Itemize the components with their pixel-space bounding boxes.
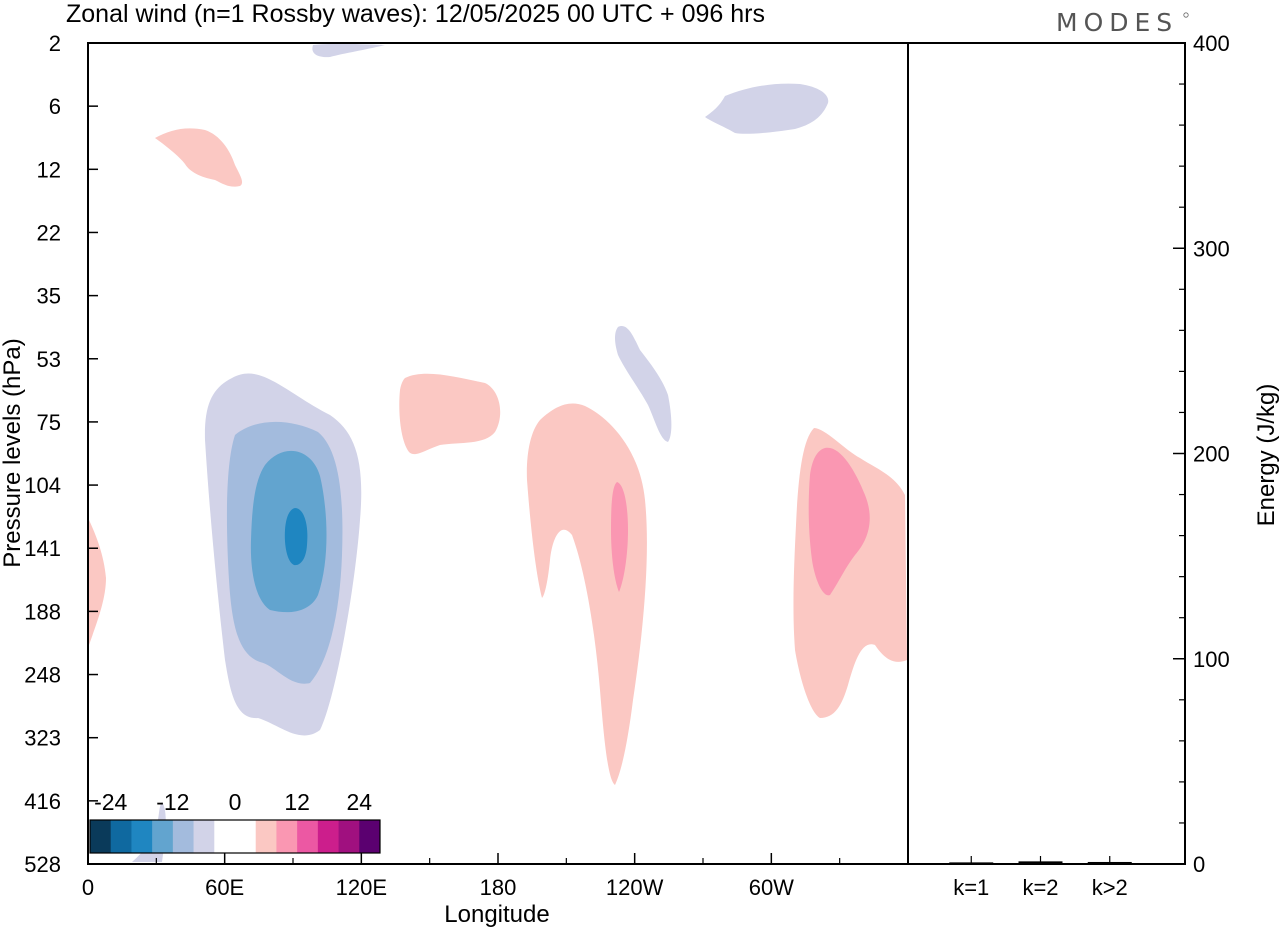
colorbar-cell — [235, 820, 257, 853]
colorbar-cell — [131, 820, 153, 853]
colorbar-tick-label: 24 — [346, 789, 372, 815]
contour-pos8-central — [611, 482, 628, 592]
colorbar-tick-label: -12 — [156, 789, 189, 815]
energy-category-labels: k=1 k=2 k>2 — [953, 856, 1128, 900]
colorbar-cell — [317, 820, 339, 853]
y-axis-ticks: 2 6 12 22 35 53 75 104 141 188 248 323 416 528 — [24, 31, 98, 877]
x-axis-label: Longitude — [444, 901, 549, 928]
modes-logo: MODES — [1056, 8, 1178, 37]
colorbar-cell — [214, 820, 236, 853]
contour-pos8-right — [808, 447, 870, 596]
y-tick-label: 141 — [24, 536, 61, 561]
y-tick-label: 35 — [37, 284, 61, 309]
energy-category-label: k>2 — [1092, 875, 1128, 900]
energy-tick-label: 400 — [1193, 31, 1230, 56]
energy-tick-label: 0 — [1193, 852, 1205, 877]
logo-mark-icon — [1183, 12, 1189, 18]
x-tick-label: 120W — [606, 875, 664, 900]
y-tick-label: 22 — [37, 220, 61, 245]
contour-pos4-upper-left — [155, 128, 243, 187]
colorbar-frame — [89, 819, 381, 854]
colorbar-ticks: -24 -12 0 12 24 — [94, 789, 372, 815]
chart-title: Zonal wind (n=1 Rossby waves): 12/05/202… — [66, 0, 765, 28]
energy-tick-label: 300 — [1193, 236, 1230, 261]
colorbar-cell — [255, 820, 277, 853]
y-tick-label: 53 — [37, 347, 61, 372]
y-tick-label: 188 — [24, 599, 61, 624]
energy-axis-label: Energy (J/kg) — [1253, 384, 1280, 527]
colorbar-cell — [193, 820, 215, 853]
y-tick-label: 75 — [37, 410, 61, 435]
y-tick-label: 416 — [24, 789, 61, 814]
colorbar-cell — [110, 820, 132, 853]
contour-pos4-left-edge — [89, 520, 106, 645]
y-tick-label: 104 — [24, 473, 61, 498]
energy-category-label: k=2 — [1022, 875, 1058, 900]
contour-pos4-central — [526, 403, 647, 785]
x-tick-label: 0 — [82, 875, 94, 900]
contour-neg16 — [284, 508, 308, 566]
x-axis-ticks: 0 60E 120E 180 120W 60W — [82, 853, 841, 900]
energy-tick-label: 100 — [1193, 647, 1230, 672]
colorbar-cell — [90, 820, 112, 853]
contour-neg4-upper-right — [705, 83, 829, 134]
x-tick-label: 180 — [480, 875, 517, 900]
x-tick-label: 60E — [205, 875, 244, 900]
y-axis-label: Pressure levels (hPa) — [0, 338, 26, 567]
zonal-wind-contours — [89, 43, 907, 862]
y-tick-label: 2 — [49, 31, 61, 56]
colorbar: -24 -12 0 12 24 — [89, 789, 381, 854]
colorbar-cell — [338, 820, 360, 853]
colorbar-tick-label: 12 — [284, 789, 310, 815]
colorbar-cell — [276, 820, 298, 853]
energy-tick-label: 200 — [1193, 442, 1230, 467]
energy-axis-ticks: 0 100 200 300 400 — [1173, 31, 1230, 877]
energy-category-label: k=1 — [953, 875, 989, 900]
colorbar-cell — [172, 820, 194, 853]
contour-neg4-mid — [615, 326, 672, 442]
y-tick-label: 12 — [37, 157, 61, 182]
y-tick-label: 528 — [24, 852, 61, 877]
y-tick-label: 248 — [24, 663, 61, 688]
colorbar-tick-label: -24 — [94, 789, 127, 815]
x-tick-label: 60W — [749, 875, 794, 900]
x-tick-label: 120E — [336, 875, 387, 900]
colorbar-tick-label: 0 — [229, 789, 242, 815]
colorbar-cell — [152, 820, 174, 853]
y-tick-label: 323 — [24, 726, 61, 751]
colorbar-cell — [297, 820, 319, 853]
contour-neg4-top — [312, 43, 385, 58]
colorbar-cell — [359, 820, 381, 853]
y-tick-label: 6 — [49, 94, 61, 119]
contour-pos4-mid — [399, 373, 501, 455]
colorbar-cells — [90, 820, 381, 853]
